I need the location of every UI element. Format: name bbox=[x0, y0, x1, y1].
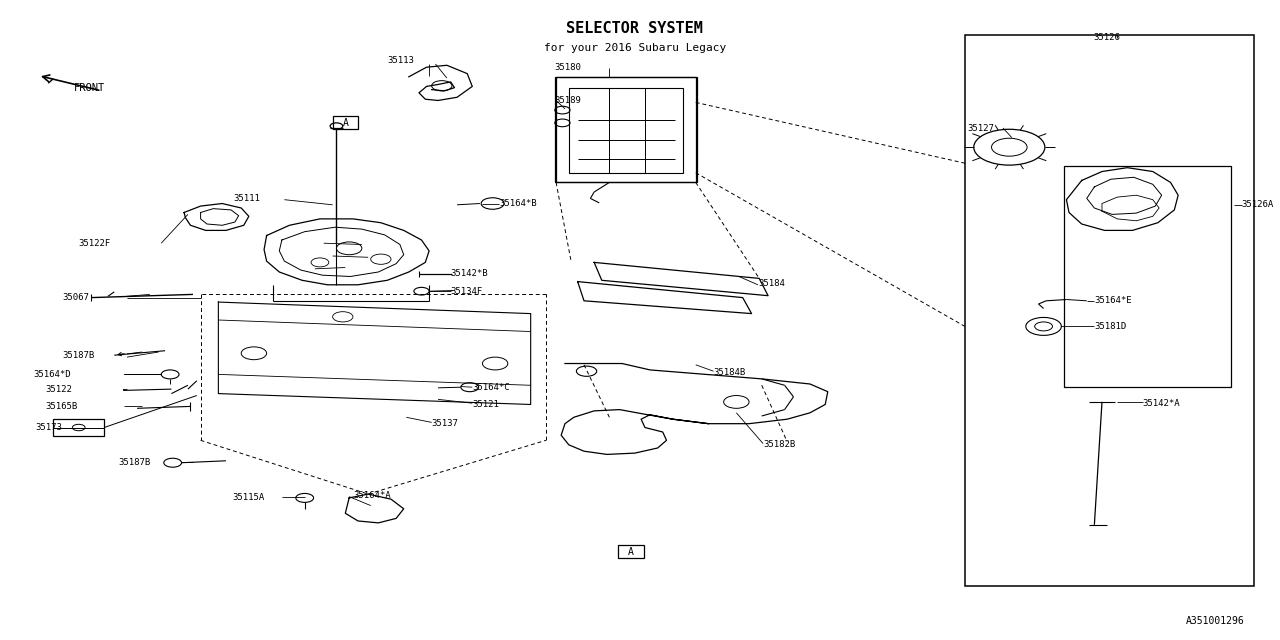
Text: 35127: 35127 bbox=[968, 124, 995, 132]
Text: 35121: 35121 bbox=[472, 400, 499, 409]
Text: 35164*B: 35164*B bbox=[499, 199, 536, 208]
Bar bbox=[1064, 166, 1231, 387]
Text: 35180: 35180 bbox=[554, 63, 581, 72]
Text: A: A bbox=[342, 118, 348, 128]
Bar bbox=[333, 116, 358, 129]
Text: for your 2016 Subaru Legacy: for your 2016 Subaru Legacy bbox=[544, 43, 726, 53]
Text: 35126A: 35126A bbox=[1242, 200, 1274, 209]
Text: 35126: 35126 bbox=[1093, 33, 1120, 42]
Text: 35184B: 35184B bbox=[713, 368, 746, 377]
Text: 35182B: 35182B bbox=[763, 440, 795, 449]
Text: 35067: 35067 bbox=[63, 293, 90, 302]
Text: 35142*B: 35142*B bbox=[451, 269, 489, 278]
Text: SELECTOR SYSTEM: SELECTOR SYSTEM bbox=[566, 21, 703, 36]
Text: 35142*A: 35142*A bbox=[1143, 399, 1180, 408]
Text: 35173: 35173 bbox=[36, 423, 63, 432]
Text: 35122: 35122 bbox=[46, 385, 73, 394]
Text: 35165B: 35165B bbox=[46, 402, 78, 411]
Text: 35184: 35184 bbox=[758, 279, 785, 288]
Text: 35187B: 35187B bbox=[118, 458, 150, 467]
Text: 35164*C: 35164*C bbox=[472, 383, 509, 392]
Bar bbox=[965, 35, 1254, 586]
Text: 35164*E: 35164*E bbox=[1094, 296, 1132, 305]
Text: 35189: 35189 bbox=[554, 96, 581, 105]
Bar bbox=[54, 419, 104, 436]
Text: 35134F: 35134F bbox=[451, 287, 483, 296]
Text: 35137: 35137 bbox=[431, 419, 458, 428]
Text: 35122F: 35122F bbox=[78, 239, 111, 248]
Text: 35111: 35111 bbox=[234, 194, 260, 203]
Text: A: A bbox=[628, 547, 634, 557]
Text: 35113: 35113 bbox=[388, 56, 415, 65]
Text: 35164*D: 35164*D bbox=[33, 370, 70, 379]
Text: FRONT: FRONT bbox=[74, 83, 105, 93]
Text: 35115A: 35115A bbox=[233, 493, 265, 502]
Bar bbox=[568, 88, 684, 173]
Text: A351001296: A351001296 bbox=[1185, 616, 1244, 626]
Text: 35181D: 35181D bbox=[1094, 322, 1126, 331]
Text: 35187B: 35187B bbox=[63, 351, 95, 360]
Bar bbox=[618, 545, 644, 558]
Text: 35164*A: 35164*A bbox=[353, 492, 390, 500]
Bar bbox=[554, 77, 698, 182]
